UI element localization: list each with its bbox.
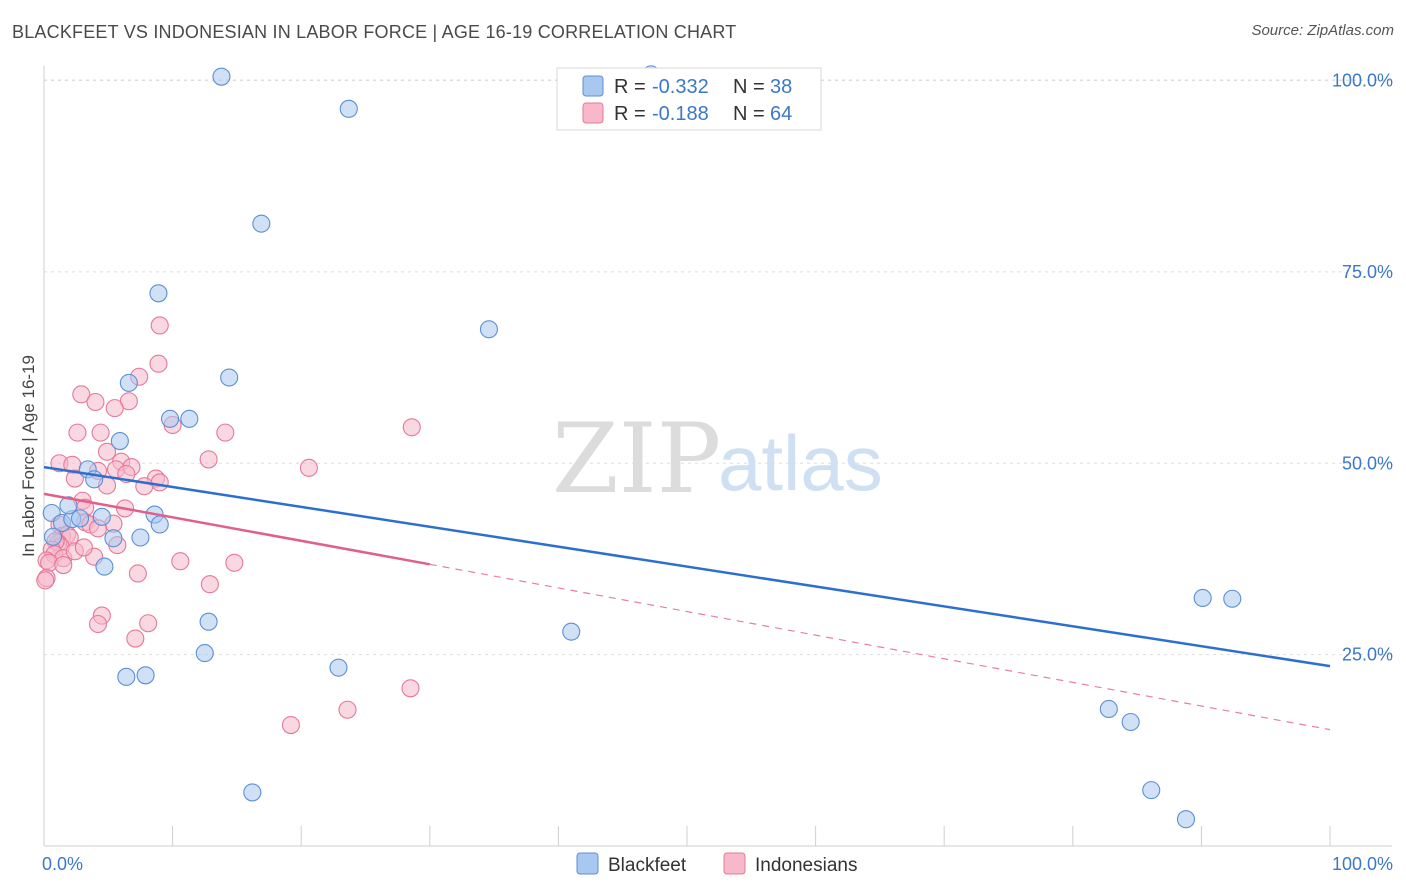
bottom-legend-swatch-blackfeet bbox=[576, 852, 599, 875]
indonesians-trend-extension bbox=[429, 563, 1331, 731]
stats-legend: R = -0.332 N = 38 R = -0.188 N = 64 bbox=[556, 67, 822, 131]
legend-blue-n-label: N = bbox=[733, 76, 765, 98]
source-credit: Source: ZipAtlas.com bbox=[1251, 22, 1394, 39]
blackfeet-point bbox=[1121, 712, 1140, 732]
indonesians-point bbox=[338, 700, 357, 719]
blackfeet-point bbox=[339, 99, 358, 118]
indonesians-points bbox=[36, 316, 421, 735]
indonesians-point bbox=[149, 354, 168, 373]
y-tick-label-100: 100.0% bbox=[1332, 71, 1393, 91]
indonesians-point bbox=[88, 614, 108, 634]
blackfeet-point bbox=[1223, 589, 1242, 608]
indonesians-point bbox=[150, 316, 169, 335]
blackfeet-point bbox=[131, 528, 150, 547]
blackfeet-point bbox=[70, 509, 90, 528]
indonesians-point bbox=[216, 423, 235, 442]
legend-swatch-indonesians bbox=[582, 102, 604, 124]
blackfeet-point bbox=[150, 515, 169, 534]
indonesians-point bbox=[401, 679, 420, 698]
blackfeet-point bbox=[59, 496, 78, 515]
blackfeet-point bbox=[212, 67, 231, 86]
blackfeet-point bbox=[149, 284, 168, 303]
indonesians-point bbox=[402, 418, 421, 437]
blackfeet-point bbox=[1193, 588, 1212, 608]
y-tick-labels: 25.0% 50.0% 75.0% 100.0% bbox=[1332, 71, 1393, 665]
blackfeet-point bbox=[180, 409, 199, 428]
x-tick-label-min: 0.0% bbox=[42, 854, 83, 874]
indonesians-point bbox=[65, 469, 84, 488]
indonesians-point bbox=[200, 575, 219, 594]
blackfeet-point bbox=[119, 373, 138, 392]
legend-blue-r-label: R = bbox=[614, 76, 646, 98]
blackfeet-point bbox=[95, 557, 114, 576]
indonesians-point bbox=[150, 473, 169, 492]
y-tick-label-25: 25.0% bbox=[1342, 645, 1393, 665]
trend-lines bbox=[43, 465, 1331, 731]
legend-blue-n-value: 38 bbox=[770, 76, 792, 98]
blackfeet-point bbox=[1099, 699, 1118, 719]
blackfeet-point bbox=[104, 529, 123, 548]
blackfeet-point bbox=[329, 658, 348, 677]
indonesians-point bbox=[72, 385, 91, 404]
indonesians-point bbox=[74, 538, 93, 557]
legend-pink-n-label: N = bbox=[733, 103, 765, 125]
blackfeet-point bbox=[43, 527, 63, 546]
legend-pink-r-label: R = bbox=[614, 103, 646, 125]
legend-blue-r-value: -0.332 bbox=[652, 76, 709, 98]
indonesians-point bbox=[171, 552, 190, 571]
blackfeet-point bbox=[220, 368, 239, 387]
indonesians-point bbox=[299, 458, 318, 477]
indonesians-point bbox=[86, 392, 105, 412]
blackfeet-trend-line bbox=[43, 465, 1331, 668]
blackfeet-point bbox=[243, 783, 262, 802]
legend-pink-n-value: 64 bbox=[770, 103, 792, 125]
watermark-zip: ZIP bbox=[552, 403, 721, 515]
indonesians-point bbox=[36, 571, 55, 590]
bottom-legend-label-blackfeet: Blackfeet bbox=[608, 855, 687, 876]
legend-pink-r-value: -0.188 bbox=[652, 103, 709, 125]
y-tick-label-50: 50.0% bbox=[1342, 453, 1393, 473]
y-axis-label: In Labor Force | Age 16-19 bbox=[19, 355, 38, 557]
indonesians-trend-line bbox=[43, 492, 431, 566]
blackfeet-point bbox=[92, 507, 111, 526]
blackfeet-point bbox=[252, 214, 271, 233]
bottom-legend-label-indonesians: Indonesians bbox=[755, 855, 857, 876]
indonesians-point bbox=[225, 553, 244, 572]
indonesians-point bbox=[126, 629, 145, 648]
blackfeet-point bbox=[1176, 810, 1196, 829]
y-tick-label-75: 75.0% bbox=[1342, 262, 1393, 282]
axes bbox=[43, 66, 1392, 847]
indonesians-point bbox=[199, 450, 218, 469]
blackfeet-point bbox=[195, 644, 214, 663]
blackfeet-point bbox=[1142, 781, 1161, 800]
indonesians-point bbox=[91, 423, 110, 442]
indonesians-point bbox=[97, 442, 117, 461]
indonesians-point bbox=[139, 614, 158, 633]
indonesians-point bbox=[128, 564, 147, 583]
indonesians-point bbox=[54, 556, 73, 575]
blackfeet-point bbox=[117, 667, 136, 686]
blackfeet-point bbox=[136, 666, 155, 685]
indonesians-point bbox=[105, 399, 124, 418]
watermark-atlas: atlas bbox=[718, 419, 883, 507]
blackfeet-point bbox=[199, 612, 218, 631]
bottom-legend-swatch-indonesians bbox=[723, 852, 746, 875]
legend-swatch-blackfeet bbox=[582, 75, 604, 97]
blackfeet-point bbox=[110, 432, 129, 451]
indonesians-point bbox=[68, 423, 87, 442]
chart-title: BLACKFEET VS INDONESIAN IN LABOR FORCE |… bbox=[12, 22, 737, 42]
indonesians-point bbox=[281, 716, 300, 735]
blackfeet-point bbox=[562, 622, 581, 641]
blackfeet-point bbox=[479, 320, 499, 339]
grid-lines bbox=[44, 79, 1395, 656]
blackfeet-point bbox=[160, 409, 180, 428]
series-legend: Blackfeet Indonesians bbox=[576, 852, 857, 876]
indonesians-point bbox=[135, 477, 154, 496]
x-tick-label-max: 100.0% bbox=[1332, 854, 1393, 874]
